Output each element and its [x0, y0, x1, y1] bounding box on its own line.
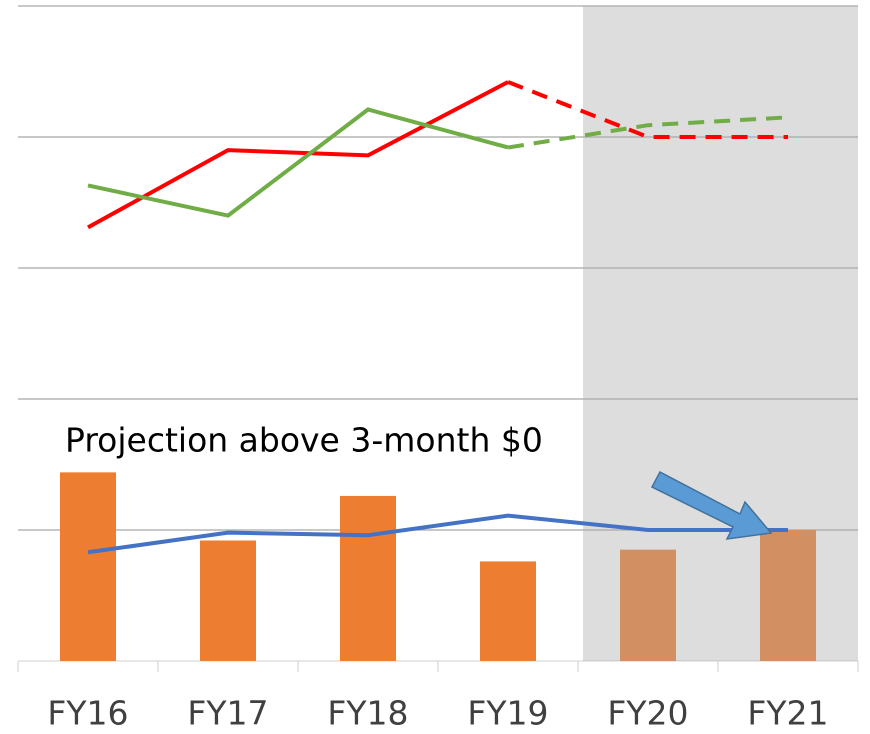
x-tick-label: FY19 [467, 694, 548, 733]
line-series [87, 513, 788, 555]
x-tick-label: FY17 [187, 694, 268, 733]
bar [760, 530, 816, 661]
bar [200, 540, 256, 661]
line-series [87, 80, 509, 230]
line-series [87, 107, 509, 218]
annotation: Projection above 3-month $0 [65, 421, 543, 460]
bar [480, 561, 536, 661]
projection-shade [583, 6, 858, 661]
line-series [507, 115, 789, 150]
x-tick-label: FY16 [47, 694, 128, 733]
x-tick-label: FY21 [747, 694, 828, 733]
bar [340, 495, 396, 661]
line-series [507, 80, 788, 139]
bar [620, 549, 676, 661]
annotation-arrow [650, 470, 773, 540]
bar [60, 472, 116, 661]
x-tick-label: FY20 [607, 694, 688, 733]
x-tick-label: FY18 [327, 694, 408, 733]
